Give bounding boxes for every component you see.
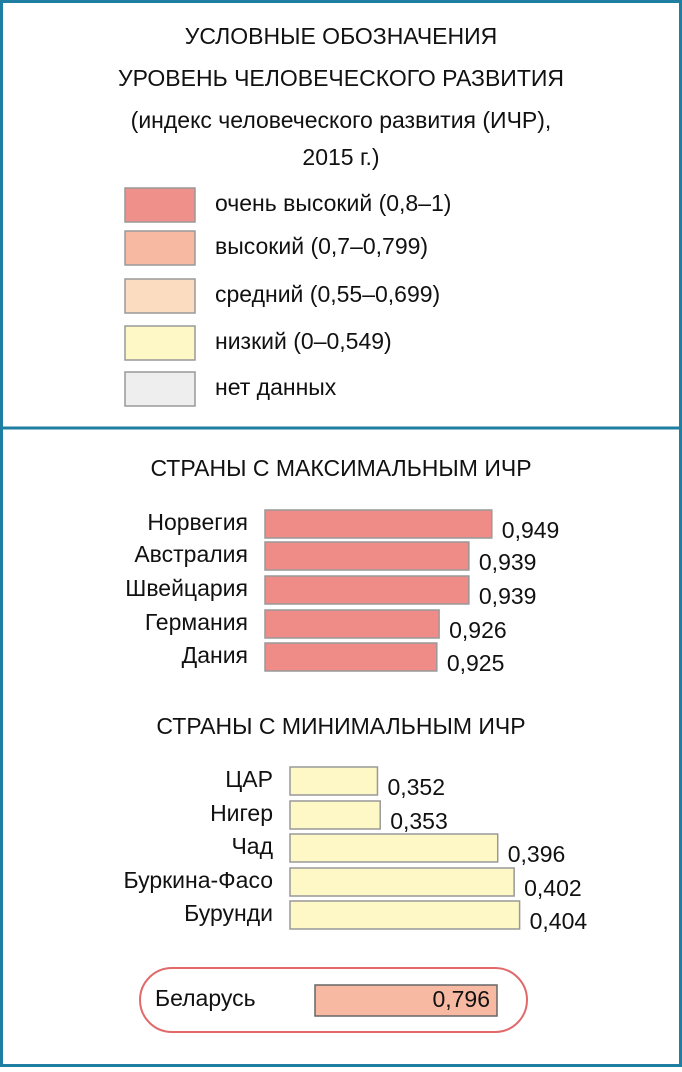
category-label: Германия bbox=[145, 609, 248, 635]
bar bbox=[289, 867, 515, 897]
bar bbox=[289, 800, 381, 830]
legend-swatch bbox=[124, 230, 196, 266]
legend-subtitle: 2015 г.) bbox=[302, 144, 379, 170]
category-label: Бурунди bbox=[184, 900, 273, 926]
value-label: 0,925 bbox=[447, 650, 505, 676]
legend-label: высокий (0,7–0,799) bbox=[215, 233, 428, 259]
value-label: 0,926 bbox=[449, 617, 507, 643]
legend-label: нет данных bbox=[215, 374, 337, 400]
category-label: Чад bbox=[231, 833, 273, 859]
legend-swatch bbox=[124, 187, 196, 223]
bar bbox=[289, 766, 379, 796]
value-label: 0,949 bbox=[502, 517, 560, 543]
legend-subtitle: УРОВЕНЬ ЧЕЛОВЕЧЕСКОГО РАЗВИТИЯ bbox=[118, 65, 564, 91]
value-label: 0,353 bbox=[390, 808, 448, 834]
value-label: 0,352 bbox=[387, 774, 445, 800]
value-label: 0,402 bbox=[524, 875, 582, 901]
legend-subtitle: (индекс человеческого развития (ИЧР), bbox=[131, 107, 552, 133]
highlight-value: 0,796 bbox=[432, 986, 490, 1012]
legend-swatch bbox=[124, 371, 196, 407]
category-label: Австралия bbox=[134, 541, 248, 567]
value-label: 0,939 bbox=[479, 549, 537, 575]
legend-label: низкий (0–0,549) bbox=[215, 328, 392, 354]
value-label: 0,939 bbox=[479, 583, 537, 609]
category-label: Буркина-Фасо bbox=[123, 867, 273, 893]
bar bbox=[289, 833, 499, 863]
value-label: 0,396 bbox=[508, 841, 566, 867]
bar bbox=[264, 509, 493, 539]
bar bbox=[264, 541, 470, 571]
bar bbox=[264, 575, 470, 605]
chart-title: СТРАНЫ С МИНИМАЛЬНЫМ ИЧР bbox=[156, 713, 525, 739]
category-label: ЦАР bbox=[225, 766, 273, 792]
highlight-bar bbox=[314, 984, 498, 1017]
legend-label: средний (0,55–0,699) bbox=[215, 281, 440, 307]
category-label: Нигер bbox=[210, 800, 273, 826]
legend-label: очень высокий (0,8–1) bbox=[215, 190, 451, 216]
legend-swatch bbox=[124, 278, 196, 314]
category-label: Швейцария bbox=[125, 575, 248, 601]
chart-title: СТРАНЫ С МАКСИМАЛЬНЫМ ИЧР bbox=[150, 455, 531, 481]
highlight-label: Беларусь bbox=[155, 985, 256, 1011]
bar bbox=[289, 900, 521, 930]
category-label: Дания bbox=[182, 642, 248, 668]
bar bbox=[264, 609, 440, 639]
value-label: 0,404 bbox=[530, 908, 588, 934]
category-label: Норвегия bbox=[147, 509, 248, 535]
legend-swatch bbox=[124, 325, 196, 361]
bar bbox=[264, 642, 438, 672]
legend-title: УСЛОВНЫЕ ОБОЗНАЧЕНИЯ bbox=[185, 23, 498, 49]
